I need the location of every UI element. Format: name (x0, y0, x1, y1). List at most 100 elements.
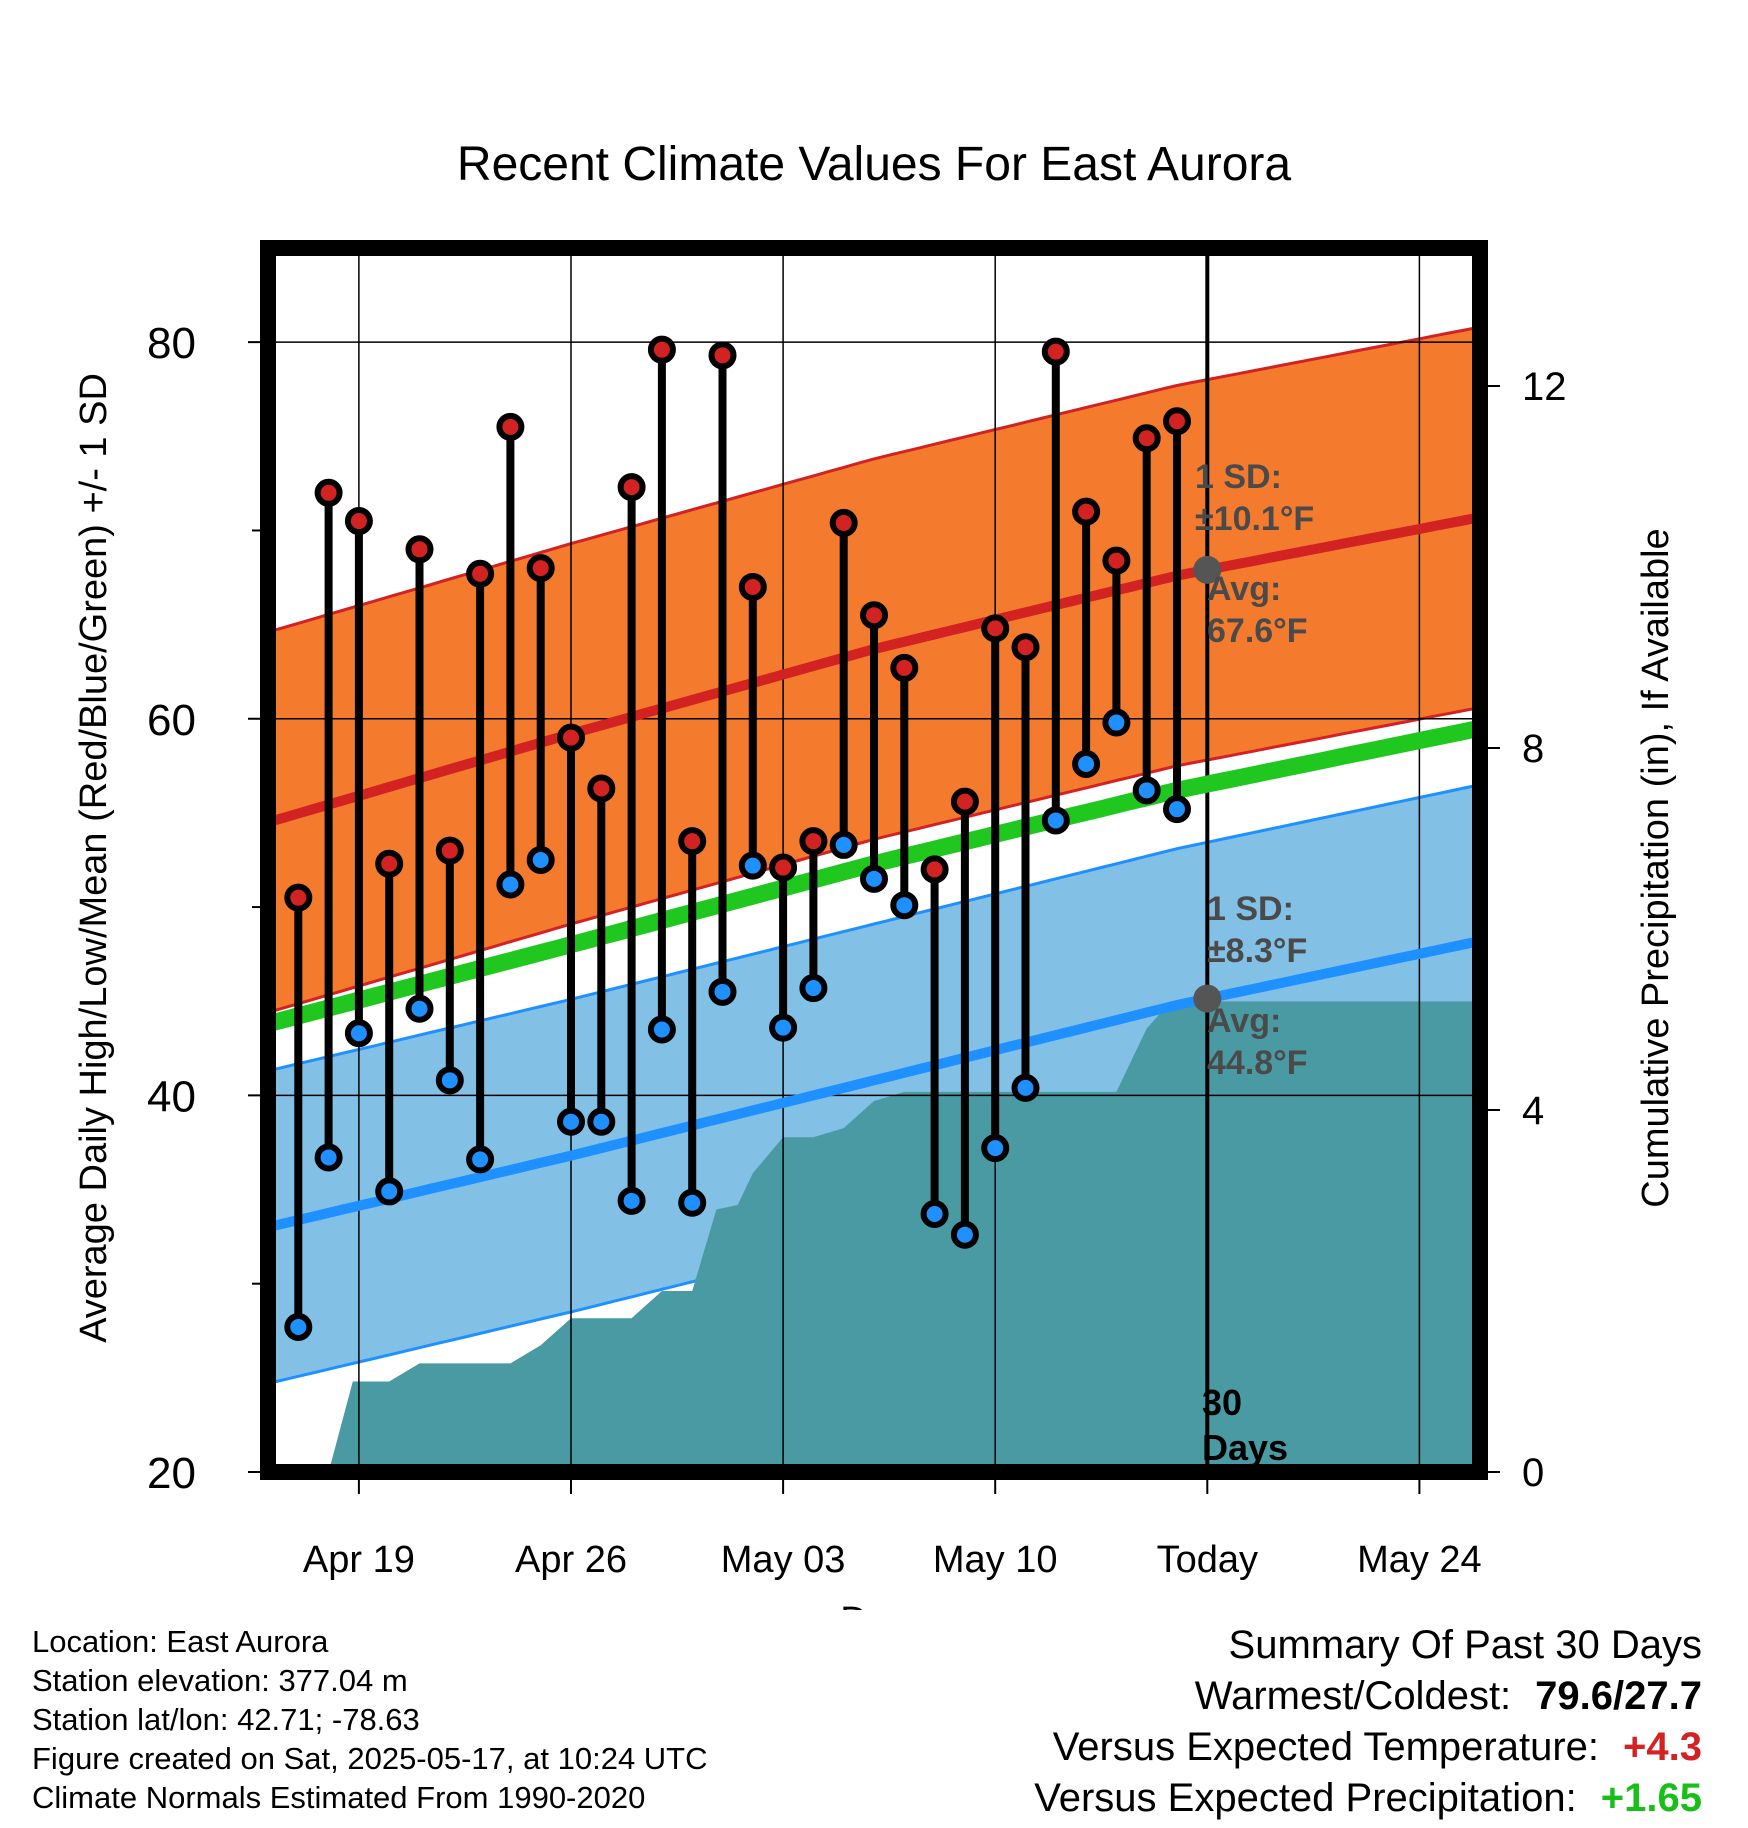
daily-high-point (314, 478, 343, 507)
warmest-coldest-label: Warmest/Coldest: (1194, 1674, 1512, 1718)
plot-frame (260, 240, 1488, 1480)
daily-low-point (1163, 795, 1191, 824)
daily-low-point (1072, 749, 1101, 778)
high-sd-value: ±10.1°F (1195, 500, 1314, 538)
summary-precipitation: Versus Expected Precipitation: +1.65 (1034, 1773, 1702, 1824)
x-tick-label: May 24 (1357, 1539, 1482, 1581)
daily-high-point (587, 774, 616, 803)
daily-high-point (1011, 633, 1040, 662)
daily-low-point (950, 1220, 979, 1249)
daily-high-point (950, 787, 979, 816)
daily-high-point (284, 883, 313, 912)
warmest-coldest-value: 79.6/27.7 (1535, 1674, 1702, 1718)
y-axis-left-label: Average Daily High/Low/Mean (Red/Blue/Gr… (73, 373, 115, 1343)
avg-low-line (268, 936, 1480, 1233)
y-right-tick-label: 0 (1522, 1451, 1544, 1495)
daily-low-point (466, 1145, 495, 1174)
normals-text: Climate Normals Estimated From 1990-2020 (32, 1780, 646, 1815)
daily-low-point (557, 1107, 585, 1136)
daily-high-point (708, 341, 737, 370)
climate-chart: Recent Climate Values For East Aurora 1 … (73, 138, 1677, 1610)
latlon-text: Station lat/lon: 42.71; -78.63 (32, 1702, 420, 1737)
daily-low-point (799, 974, 828, 1003)
daily-low-point (344, 1019, 373, 1048)
x-tick-label: Apr 19 (303, 1539, 415, 1581)
daily-high-point (1041, 337, 1070, 366)
high-avg-label: Avg: (1207, 570, 1281, 608)
y-right-tick-label: 12 (1522, 365, 1567, 409)
y-axis-right-label: Cumulative Precipitation (in), If Availa… (1635, 528, 1677, 1207)
precipitation-value: +1.65 (1600, 1776, 1702, 1820)
daily-high-point (617, 473, 646, 502)
y-left-tick-label: 40 (147, 1072, 196, 1121)
days-unit-label: Days (1202, 1427, 1288, 1468)
y-left-tick-label: 80 (147, 319, 196, 368)
summary-temperature: Versus Expected Temperature: +4.3 (1034, 1722, 1702, 1773)
station-info: Location: East Aurora Station elevation:… (32, 1622, 708, 1817)
y-right-tick-label: 4 (1522, 1089, 1544, 1133)
daily-low-point (829, 830, 858, 859)
x-tick-label: May 10 (933, 1539, 1058, 1581)
daily-high-point (405, 535, 434, 564)
daily-high-point (769, 853, 798, 882)
precipitation-area (328, 1001, 1480, 1472)
y-left-tick-label: 60 (147, 696, 196, 745)
low-avg-value: 44.8°F (1207, 1044, 1308, 1082)
temperature-label: Versus Expected Temperature: (1052, 1725, 1600, 1769)
plot-area (268, 248, 1480, 1472)
daily-low-point (890, 891, 919, 920)
high-avg-value: 67.6°F (1207, 612, 1308, 650)
daily-high-point (466, 559, 495, 588)
daily-high-point (920, 855, 949, 884)
location-text: Location: East Aurora (32, 1624, 329, 1659)
x-tick-label: Today (1157, 1539, 1258, 1581)
summary-title: Summary Of Past 30 Days (1228, 1623, 1702, 1667)
daily-high-point (1072, 497, 1101, 526)
daily-low-point (920, 1200, 949, 1229)
summary-warmest-coldest: Warmest/Coldest: 79.6/27.7 (1034, 1671, 1702, 1722)
daily-low-point (647, 1015, 676, 1044)
daily-high-point (496, 412, 525, 441)
daily-high-point (738, 572, 767, 601)
high-sd-label: 1 SD: (1195, 458, 1282, 496)
daily-low-point (405, 994, 434, 1023)
today-avg-low-marker (1193, 984, 1222, 1013)
daily-high-point (829, 508, 858, 537)
low-sd-value: ±8.3°F (1207, 932, 1307, 970)
daily-high-point (1132, 424, 1161, 453)
x-tick-label: May 03 (721, 1539, 846, 1581)
daily-low-point (435, 1066, 464, 1095)
low-sd-upper-edge (268, 783, 1480, 1073)
daily-low-point (314, 1143, 343, 1172)
daily-high-point (526, 554, 555, 583)
daily-high-point (375, 849, 404, 878)
elevation-text: Station elevation: 377.04 m (32, 1663, 408, 1698)
daily-high-point (799, 827, 828, 856)
y-right-tick-label: 8 (1522, 727, 1544, 771)
chart-title: Recent Climate Values For East Aurora (457, 138, 1291, 191)
daily-low-point (526, 846, 555, 874)
daily-low-point (860, 864, 888, 893)
daily-low-point (617, 1186, 646, 1215)
daily-low-point (496, 870, 525, 899)
daily-low-point (1041, 806, 1070, 835)
low-sd-label: 1 SD: (1207, 890, 1294, 928)
daily-low-point (678, 1188, 707, 1217)
temperature-value: +4.3 (1623, 1725, 1702, 1769)
created-text: Figure created on Sat, 2025-05-17, at 10… (32, 1741, 708, 1776)
daily-low-point (981, 1134, 1010, 1163)
low-avg-label: Avg: (1207, 1002, 1281, 1040)
today-avg-high-marker (1193, 555, 1222, 584)
daily-low-point (708, 977, 737, 1006)
daily-low-point (769, 1013, 798, 1042)
daily-low-point (375, 1177, 404, 1206)
daily-high-point (1102, 546, 1131, 575)
daily-low-point (587, 1107, 616, 1136)
daily-high-point (435, 836, 464, 865)
y-left-tick-label: 20 (147, 1449, 196, 1498)
daily-low-point (738, 851, 767, 880)
precipitation-label: Versus Expected Precipitation: (1034, 1776, 1577, 1820)
daily-high-point (678, 827, 707, 856)
x-axis-label: Day (840, 1600, 908, 1610)
daily-high-point (557, 723, 585, 752)
